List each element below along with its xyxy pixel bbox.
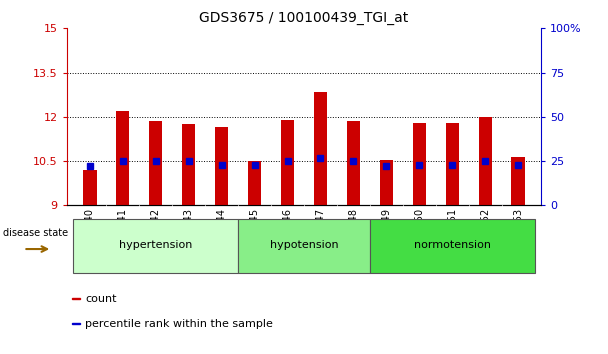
Bar [72, 323, 80, 324]
Bar [446, 123, 459, 205]
Bar [413, 123, 426, 205]
FancyBboxPatch shape [238, 219, 370, 273]
Bar [511, 156, 525, 205]
Bar [149, 121, 162, 205]
Bar [83, 170, 97, 205]
Bar [478, 117, 492, 205]
Text: hypertension: hypertension [119, 240, 193, 250]
Bar [380, 160, 393, 205]
FancyBboxPatch shape [74, 219, 238, 273]
Bar [347, 121, 360, 205]
Bar [116, 111, 130, 205]
Bar [182, 124, 195, 205]
Bar [248, 161, 261, 205]
FancyBboxPatch shape [370, 219, 534, 273]
Bar [314, 92, 327, 205]
Title: GDS3675 / 100100439_TGI_at: GDS3675 / 100100439_TGI_at [199, 11, 409, 24]
Text: normotension: normotension [413, 240, 491, 250]
Bar [215, 127, 228, 205]
Text: count: count [85, 293, 116, 304]
Text: disease state: disease state [4, 228, 69, 238]
Text: hypotension: hypotension [270, 240, 338, 250]
Bar [281, 120, 294, 205]
Text: percentile rank within the sample: percentile rank within the sample [85, 319, 273, 329]
Bar [72, 298, 80, 299]
